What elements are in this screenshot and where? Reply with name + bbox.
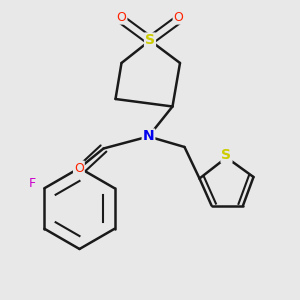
Text: O: O [74,161,84,175]
Text: N: N [143,130,154,143]
Text: S: S [221,148,232,162]
Text: F: F [29,177,36,190]
Text: O: O [117,11,126,24]
Text: S: S [145,34,155,47]
Text: O: O [174,11,183,24]
